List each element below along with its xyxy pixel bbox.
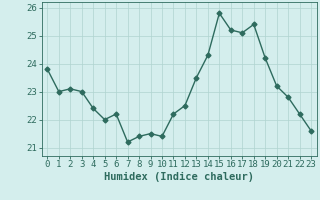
X-axis label: Humidex (Indice chaleur): Humidex (Indice chaleur)	[104, 172, 254, 182]
